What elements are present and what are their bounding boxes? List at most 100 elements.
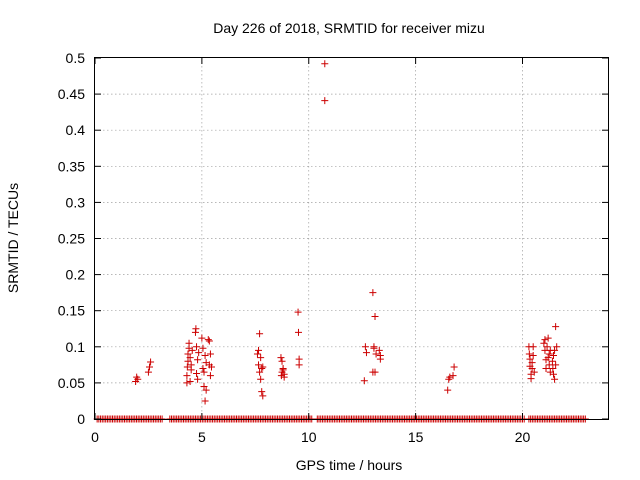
data-point [542,364,550,372]
data-point [551,375,559,383]
data-point [258,364,266,372]
data-point [199,344,207,352]
data-point [195,349,203,357]
axis-ticks: 0 0.05 0.1 0.15 0.2 0.25 0.3 0.35 0.4 0.45 0.5 0 5 10… [58,50,608,445]
data-point [551,346,559,354]
y-tick-label: 0.15 [58,303,85,319]
data-point [369,289,377,297]
data-point [206,372,214,380]
data-series [93,60,589,423]
data-point [259,392,267,400]
data-point [185,339,193,347]
data-point [194,356,202,364]
data-point [200,383,208,391]
data-point [450,363,458,371]
data-point [277,354,285,362]
data-point [255,346,263,354]
data-point [257,375,265,383]
y-tick-label: 0.4 [66,122,86,138]
x-tick-label: 10 [301,429,317,445]
data-point [186,354,194,362]
x-tick-label: 0 [91,429,99,445]
data-point [295,361,303,369]
data-point [206,350,214,358]
data-point [529,343,537,351]
data-point [207,363,215,371]
data-point [362,349,370,357]
y-tick-label: 0.25 [58,231,85,247]
data-point [201,351,209,359]
data-point [529,351,537,359]
data-point [187,361,195,369]
data-point [545,361,553,369]
y-tick-label: 0.45 [58,86,85,102]
y-axis-label: SRMTID / TECUs [5,183,21,293]
y-tick-label: 0.35 [58,158,85,174]
data-point [183,372,191,380]
plot-frame [94,57,609,420]
data-point [321,97,329,105]
data-point [549,351,557,359]
data-point [360,377,368,385]
data-point [147,358,155,366]
data-point [183,379,191,387]
data-point [375,346,383,354]
data-point [258,388,266,396]
data-point [549,370,557,378]
y-tick-label: 0.5 [66,50,86,66]
data-point [198,334,206,342]
y-tick-label: 0 [77,411,85,427]
data-point [372,350,380,358]
data-point [543,343,551,351]
y-tick-label: 0.05 [58,375,85,391]
data-point [146,363,154,371]
x-tick-label: 20 [515,429,531,445]
data-point [553,343,561,351]
data-point [541,336,549,344]
data-point [194,375,202,383]
data-point [259,363,267,371]
data-point [193,370,201,378]
x-tick-label: 15 [408,429,424,445]
data-point [446,373,454,381]
x-axis-label: GPS time / hours [296,457,403,473]
data-point [257,354,265,362]
data-point [371,312,379,320]
data-point [376,355,384,363]
data-point [527,375,535,383]
data-point [202,386,210,394]
data-point [253,350,261,358]
data-point [552,361,560,369]
data-point [552,323,560,331]
data-point [361,343,369,351]
data-point [444,386,452,394]
data-point [526,355,534,363]
data-point [525,350,533,358]
data-point [369,368,377,376]
x-tick-label: 5 [198,429,206,445]
data-point [545,350,553,358]
data-point [280,370,288,378]
data-point [256,368,264,376]
data-point [201,397,209,405]
data-point [255,361,263,369]
data-point [200,368,208,376]
chart-title: Day 226 of 2018, SRMTID for receiver miz… [213,20,485,36]
data-point [294,328,302,336]
data-point [205,337,213,345]
y-tick-label: 0.2 [66,267,86,283]
data-point [544,334,552,342]
data-point [184,357,192,365]
data-point [204,336,212,344]
data-point [528,364,536,372]
data-point [544,354,552,362]
data-point [530,368,538,376]
data-point [321,60,329,68]
data-point [370,344,378,352]
data-point [549,364,557,372]
grid [95,58,608,419]
data-point [192,325,200,333]
data-point [449,372,457,380]
data-point [183,363,191,371]
